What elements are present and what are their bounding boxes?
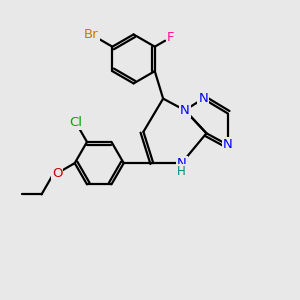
Text: Br: Br: [84, 28, 98, 41]
Text: F: F: [167, 31, 175, 44]
Text: O: O: [52, 167, 62, 180]
Text: Cl: Cl: [69, 116, 82, 129]
Text: H: H: [177, 165, 186, 178]
Text: N: N: [198, 92, 208, 105]
Text: N: N: [180, 104, 190, 117]
Text: N: N: [223, 138, 233, 152]
Text: N: N: [177, 157, 187, 169]
